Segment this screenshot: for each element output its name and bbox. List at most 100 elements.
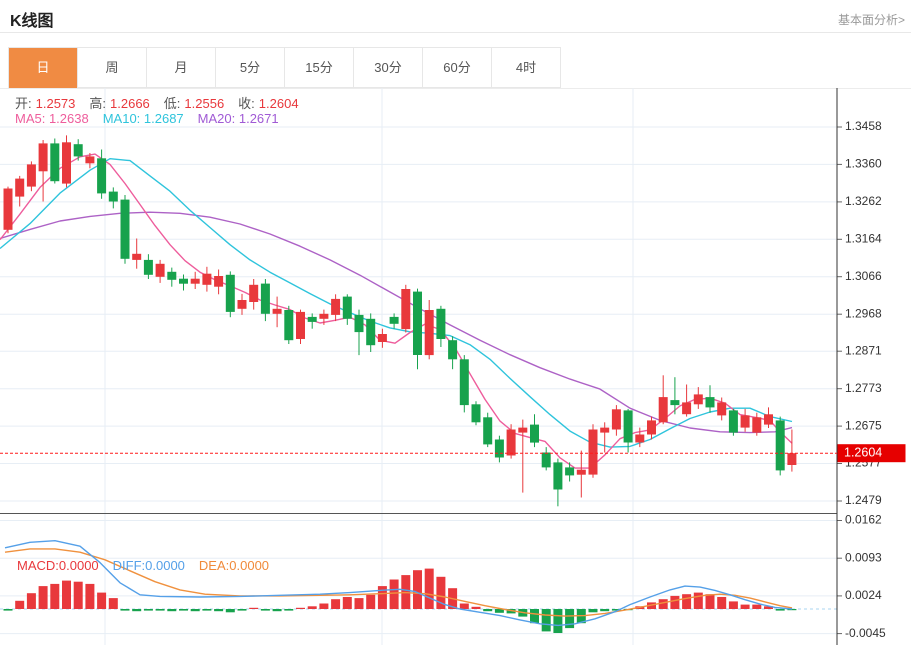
macd-bar <box>483 609 493 612</box>
y-axis-label: 1.2479 <box>845 493 882 507</box>
tab-60分[interactable]: 60分 <box>423 48 492 88</box>
macd-bar <box>682 594 692 609</box>
macd-bar <box>272 609 282 612</box>
y-axis-label: 1.3164 <box>845 231 882 245</box>
candle <box>143 254 153 279</box>
macd-bar <box>50 583 60 609</box>
candle <box>448 336 458 370</box>
candle <box>366 313 376 352</box>
candle <box>284 305 294 344</box>
tab-30分[interactable]: 30分 <box>354 48 423 88</box>
dea-line <box>4 548 793 617</box>
candle <box>377 328 387 348</box>
macd-bar <box>717 597 727 609</box>
candle <box>3 186 13 234</box>
macd-bar <box>62 580 71 609</box>
macd-bar <box>249 607 259 609</box>
candle <box>120 195 130 264</box>
candle <box>401 284 411 333</box>
macd-bar <box>494 609 504 613</box>
macd-bar <box>284 609 294 611</box>
macd-chart-canvas[interactable]: 0.0162 0.0093 0.0024 -0.0045 <box>0 513 911 645</box>
macd-bar <box>26 593 36 609</box>
diff-line <box>4 540 793 627</box>
macd-axis-label: 0.0162 <box>845 513 882 527</box>
candle <box>272 296 282 328</box>
candle <box>588 424 598 478</box>
candle <box>752 412 762 436</box>
candle <box>225 271 235 318</box>
last-price-label: 1.2604 <box>844 445 882 459</box>
y-axis-label: 1.2968 <box>845 306 882 320</box>
macd-bar <box>307 606 317 609</box>
macd-bar <box>73 581 83 609</box>
macd-bar <box>85 583 95 609</box>
macd-bar <box>190 609 200 612</box>
macd-bar <box>728 601 738 609</box>
tab-月[interactable]: 月 <box>147 48 216 88</box>
last-price-marker <box>837 444 906 463</box>
candle <box>600 422 610 453</box>
macd-bar <box>15 600 25 609</box>
candle <box>787 429 797 472</box>
candle <box>202 266 212 292</box>
macd-bar <box>459 603 469 609</box>
macd-bar <box>354 598 364 609</box>
macd-bar <box>331 599 341 609</box>
candle <box>611 405 621 436</box>
tab-日[interactable]: 日 <box>9 48 78 88</box>
candle <box>319 309 329 325</box>
candle <box>155 259 165 283</box>
macd-bar <box>424 568 434 609</box>
page-title: K线图 <box>10 13 54 30</box>
y-axis-label: 1.2675 <box>845 418 882 432</box>
period-tabs: 日周月 5分 15分 30分 60分 4时 <box>8 47 561 88</box>
candle <box>342 294 352 325</box>
period-tabbar: 日周月 5分 15分 30分 60分 4时 <box>0 47 911 89</box>
y-axis-label: 1.3458 <box>845 119 882 133</box>
candle <box>635 427 645 448</box>
candle <box>389 313 399 329</box>
candle <box>705 385 715 413</box>
candle <box>459 355 469 413</box>
tab-15分[interactable]: 15分 <box>285 48 354 88</box>
candle <box>214 269 224 295</box>
tab-4时[interactable]: 4时 <box>492 48 561 88</box>
macd-bar <box>471 606 481 609</box>
macd-bar <box>155 609 165 611</box>
macd-bar <box>260 609 270 611</box>
candle <box>190 271 200 289</box>
candle <box>728 408 738 436</box>
main-chart-canvas[interactable]: 1.3458 1.3360 1.3262 1.3164 1.3066 1.2968 1.28… <box>0 88 911 513</box>
macd-bar <box>611 609 621 611</box>
macd-bar <box>319 603 329 609</box>
candle <box>424 300 434 360</box>
candle <box>764 407 773 428</box>
macd-bar <box>342 597 352 609</box>
candle <box>15 175 25 207</box>
macd-bar <box>143 609 153 611</box>
macd-bar <box>202 609 212 611</box>
candle <box>436 305 446 347</box>
tab-5分[interactable]: 5分 <box>216 48 285 88</box>
macd-bar <box>752 604 762 609</box>
candle <box>354 309 364 356</box>
candle <box>670 377 680 415</box>
candle <box>553 458 563 507</box>
candle <box>576 450 586 498</box>
candle <box>97 149 107 199</box>
macd-bar <box>366 594 376 609</box>
macd-bar <box>541 609 551 632</box>
candle <box>775 416 785 476</box>
macd-bar <box>132 609 142 612</box>
candle <box>693 387 703 409</box>
macd-bar <box>225 609 235 613</box>
macd-bar <box>3 609 13 611</box>
fundamental-analysis-link[interactable]: 基本面分析> <box>837 13 905 27</box>
candle <box>518 419 528 493</box>
tab-周[interactable]: 周 <box>78 48 147 88</box>
y-axis-label: 1.3262 <box>845 194 882 208</box>
macd-bar <box>389 579 399 609</box>
ma5-line <box>0 153 793 469</box>
macd-bar <box>764 606 773 609</box>
